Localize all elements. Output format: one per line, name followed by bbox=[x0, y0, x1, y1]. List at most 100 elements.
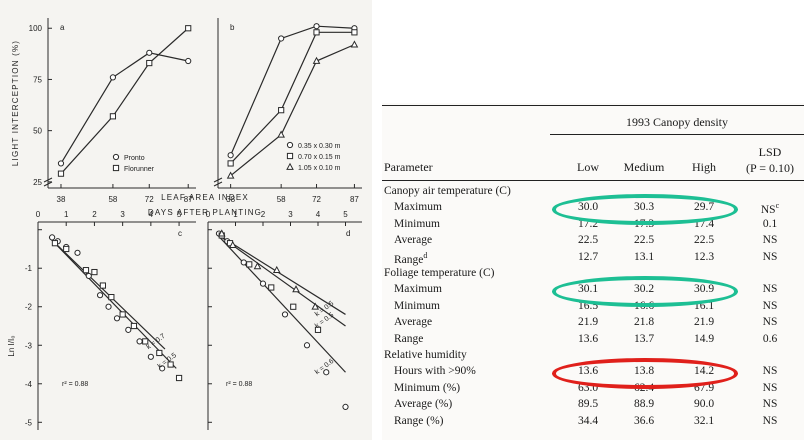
circle-marker bbox=[112, 153, 120, 161]
circle-marker bbox=[146, 49, 153, 56]
square-marker bbox=[99, 282, 106, 289]
y-tick-label: 100 bbox=[29, 24, 43, 33]
table-row: Average 21.9 21.8 21.9 NS bbox=[382, 316, 804, 332]
section-row: Foliage temperature (C) bbox=[382, 267, 804, 283]
circle-marker bbox=[240, 259, 247, 266]
x-tick-label: 2 bbox=[92, 210, 97, 219]
x-tick-label: 5 bbox=[343, 210, 348, 219]
square-marker bbox=[142, 338, 149, 345]
table-cell: 21.8 bbox=[633, 316, 655, 329]
row-label: Hours with >90% bbox=[394, 365, 476, 378]
circle-marker bbox=[281, 311, 289, 318]
bottom-y-axis-label: Ln I/I₀ bbox=[7, 335, 16, 356]
square-marker bbox=[108, 294, 115, 301]
r-squared-c: r² = 0.88 bbox=[62, 381, 88, 388]
section-label: Relative humidity bbox=[384, 349, 467, 361]
circle-marker bbox=[49, 234, 56, 241]
lsd-cell: NSc bbox=[760, 201, 780, 217]
table-cell: 22.5 bbox=[633, 234, 655, 247]
canopy-density-table: 1993 Canopy density Parameter Low Medium Hig… bbox=[382, 103, 804, 440]
table-cell: 21.9 bbox=[577, 316, 599, 329]
table-cell: 34.4 bbox=[577, 414, 599, 427]
axis-break bbox=[213, 181, 223, 187]
x-tick-label: 4 bbox=[316, 210, 321, 219]
square-marker bbox=[146, 59, 153, 67]
lsd-subheader: (P = 0.10) bbox=[746, 161, 794, 175]
series-line bbox=[230, 31, 355, 164]
y-tick-label: 25 bbox=[33, 178, 42, 187]
r-squared-d: r² = 0.88 bbox=[226, 381, 252, 388]
column-header: Low bbox=[577, 160, 599, 174]
x-tick-label: 1 bbox=[64, 210, 69, 219]
table-cell: 22.5 bbox=[577, 234, 599, 247]
column-header: High bbox=[692, 160, 716, 174]
circle-marker bbox=[147, 353, 154, 360]
x-tick-label: 87 bbox=[184, 195, 193, 204]
panel-letter-a: a bbox=[60, 23, 65, 32]
y-tick-label: -3 bbox=[25, 341, 33, 350]
x-tick-label: 38 bbox=[226, 195, 235, 204]
row-label: Maximum bbox=[394, 283, 442, 296]
circle-marker bbox=[109, 74, 117, 81]
square-marker bbox=[57, 170, 65, 177]
table-cell: 36.6 bbox=[633, 414, 655, 427]
lsd-header: LSD bbox=[758, 145, 782, 159]
y-tick-label: -5 bbox=[25, 418, 33, 427]
table-row: Ranged 12.7 13.1 12.3 NS bbox=[382, 251, 804, 267]
circle-marker bbox=[323, 369, 330, 376]
section-row: Relative humidity bbox=[382, 349, 804, 365]
x-tick-label: 58 bbox=[108, 195, 117, 204]
table-cell: 32.1 bbox=[693, 414, 715, 427]
triangle-marker bbox=[311, 302, 320, 310]
legend-b-label: 0.35 x 0.30 m bbox=[298, 143, 341, 150]
table-cell: 13.6 bbox=[577, 332, 599, 345]
circle-marker bbox=[159, 365, 166, 372]
lsd-cell: NS bbox=[762, 414, 778, 427]
square-marker bbox=[246, 261, 253, 268]
circle-marker bbox=[74, 249, 81, 256]
panel-letter-b: b bbox=[230, 23, 235, 32]
row-label: Minimum bbox=[394, 299, 441, 312]
regression-line bbox=[48, 236, 177, 369]
triangle-marker bbox=[228, 240, 237, 249]
param-header: Parameter bbox=[384, 160, 433, 174]
series-line bbox=[230, 44, 355, 177]
y-tick-label: 75 bbox=[33, 75, 42, 84]
section-label: Foliage temperature (C) bbox=[384, 267, 495, 279]
y-tick-label: -2 bbox=[25, 303, 33, 312]
square-marker bbox=[51, 240, 59, 247]
table-row: Average 22.5 22.5 22.5 NS bbox=[382, 234, 804, 250]
square-marker bbox=[185, 25, 192, 32]
row-label: Range bbox=[394, 332, 424, 345]
series-line bbox=[60, 27, 189, 175]
section-row: Canopy air temperature (C) bbox=[382, 185, 804, 201]
square-marker bbox=[156, 349, 163, 357]
row-label: Minimum bbox=[394, 217, 441, 230]
table-cell: 12.7 bbox=[577, 250, 599, 263]
legend-b-label: 0.70 x 0.15 m bbox=[298, 154, 341, 161]
x-tick-label: 3 bbox=[120, 210, 125, 219]
table-cell: 89.5 bbox=[577, 398, 599, 411]
circle-marker bbox=[185, 57, 192, 65]
lsd-cell: NS bbox=[762, 234, 778, 247]
section-label: Canopy air temperature (C) bbox=[384, 185, 511, 197]
triangle-marker bbox=[217, 229, 226, 237]
row-label: Range (%) bbox=[394, 414, 444, 427]
lsd-cell: 0.6 bbox=[762, 332, 778, 345]
circle-marker bbox=[342, 403, 349, 410]
highlight-ellipse bbox=[552, 358, 738, 389]
x-tick-label: 0 bbox=[36, 210, 41, 219]
legend-a-label: Florunner bbox=[124, 166, 155, 173]
highlight-ellipse bbox=[552, 276, 738, 307]
square-marker bbox=[313, 29, 320, 36]
x-tick-label: 38 bbox=[57, 195, 66, 204]
square-marker bbox=[63, 245, 70, 253]
leaf-area-index-label: LEAF AREA INDEX bbox=[161, 193, 249, 202]
regression-line bbox=[48, 236, 166, 350]
lsd-footnote: c bbox=[775, 201, 780, 211]
lsd-cell: 0.1 bbox=[762, 217, 778, 230]
square-marker bbox=[175, 374, 183, 382]
lsd-cell: NS bbox=[762, 381, 778, 394]
y-tick-label: -1 bbox=[25, 264, 33, 273]
